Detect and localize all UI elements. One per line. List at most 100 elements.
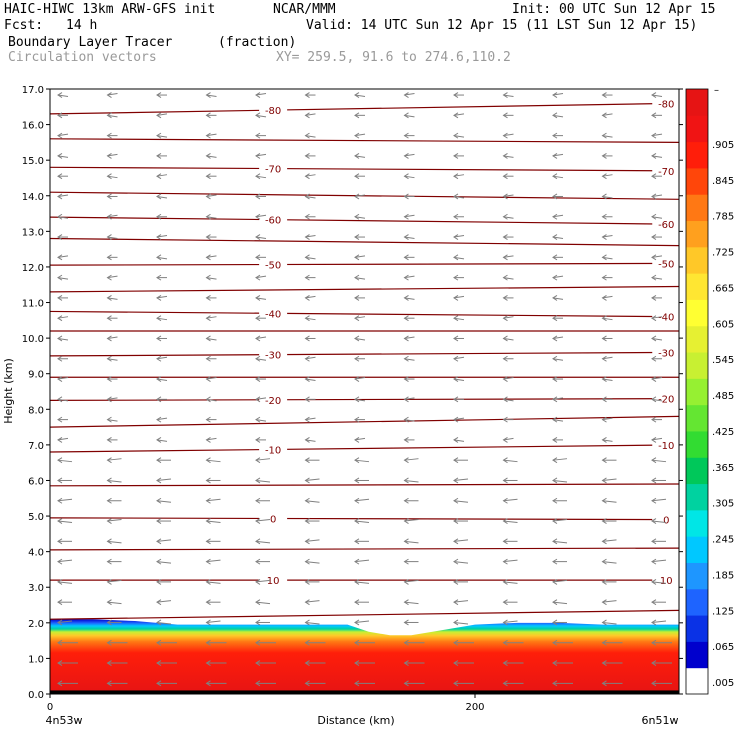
vector-shaft [651,377,663,380]
vector-head [57,538,63,545]
vector-shaft [503,216,514,219]
vector-head [354,639,360,646]
vector-head [156,355,162,362]
vector-head [502,213,508,220]
vector-head [205,436,211,443]
vector-shaft [453,256,465,260]
vector-head [156,578,162,585]
vector-head [255,477,261,484]
vector-head [57,234,63,240]
vector-head [255,578,261,585]
vector-shaft [404,153,415,157]
vector-shaft [651,255,663,258]
vector-head [601,660,607,666]
vector-head [552,274,558,281]
vector-head [403,639,409,646]
vector-head [304,538,310,545]
contour-label-bg [652,218,679,231]
vector-head [502,315,508,322]
colorbar-label: .545 [712,355,734,366]
vector-head [106,274,112,281]
vector-head [403,518,409,524]
vector-head [106,619,112,626]
vector-head [403,477,409,484]
vector-shaft [255,479,271,483]
vector-head [57,173,63,180]
vector-head [552,173,558,180]
vector-shaft [602,417,613,421]
vector-head [453,680,459,687]
vector-head [255,599,261,606]
vector-head [502,254,508,261]
vector-head [601,112,607,119]
vector-shaft [453,500,469,503]
vector-head [354,538,360,545]
vector-head [403,619,409,626]
vector-head [106,315,112,322]
vector-shaft [404,297,415,300]
vector-head [106,538,112,545]
vector-head [304,213,310,220]
vector-head [156,599,162,606]
contour-label-bg [652,439,679,452]
vector-head [453,294,459,301]
vector-head [205,193,211,200]
vector-shaft [206,437,217,441]
vector-shaft [305,439,316,442]
vector-head [57,335,63,342]
vector-head [57,680,63,687]
vector-shaft [206,377,217,380]
vector-head [304,173,310,180]
vector-head [601,538,607,545]
vector-head [205,274,211,281]
vector-head [552,518,558,524]
vector-head [453,335,459,342]
vector-head [651,497,657,504]
vector-head [552,436,558,443]
vector-shaft [57,377,69,380]
vector-head [502,92,508,98]
vector-shaft [602,256,613,260]
vector-head [304,680,310,687]
vector-head [106,92,112,98]
valid-time: Valid: 14 UTC Sun 12 Apr 15 (11 LST Sun … [306,18,698,33]
vector-head [304,477,310,484]
vector-head [502,538,508,545]
vector-head [354,274,360,281]
vector-head [156,112,162,119]
contour-label: 10 [267,576,280,587]
vector-shaft [57,277,69,280]
contour-line [50,609,679,620]
vector-head [651,132,657,139]
vector-shaft [602,235,613,238]
vector-head [552,355,558,362]
vector-head [453,173,459,180]
vector-head [502,457,508,464]
vector-shaft [552,397,564,400]
vector-shaft [206,620,221,623]
vector-head [205,660,211,666]
vector-head [57,639,63,646]
vector-head [354,234,360,240]
vector-head [403,416,409,423]
vector-shaft [453,317,465,321]
vector-shaft [206,459,221,463]
vector-head [304,355,310,362]
vector-shaft [503,437,514,441]
contour-label-bg [259,393,288,406]
vector-shaft [453,378,465,382]
vector-shaft [206,94,217,98]
vector-head [552,599,558,606]
vector-head [601,254,607,261]
vector-shaft [651,398,663,402]
vector-head [403,173,409,180]
vector-head [304,416,310,423]
vector-head [403,457,409,464]
vector-shaft [453,539,469,542]
vector-shaft [57,337,69,341]
vector-head [601,355,607,362]
vector-head [354,112,360,119]
colorbar-label: .785 [712,212,734,223]
vector-shaft [602,600,617,603]
vector-head [453,497,459,504]
